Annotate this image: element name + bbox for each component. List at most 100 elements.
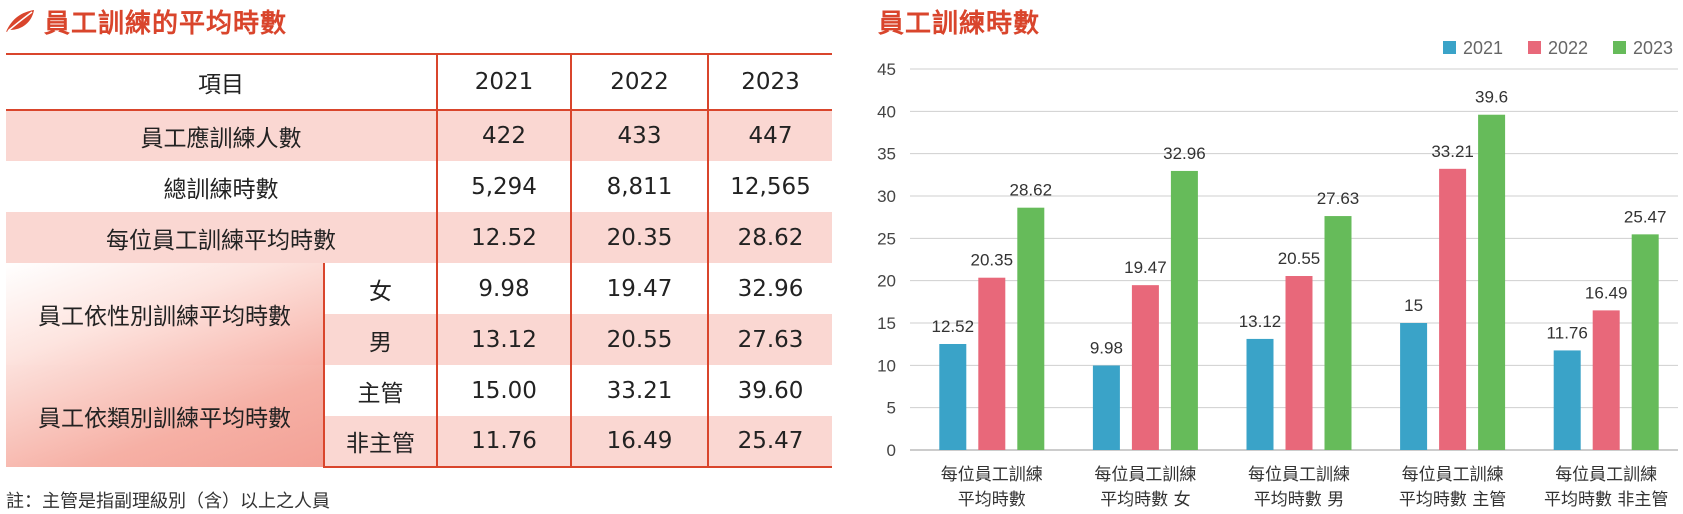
- legend-label: 2023: [1633, 38, 1673, 58]
- legend-swatch: [1613, 41, 1626, 54]
- x-tick-label: 每位員工訓練: [1555, 465, 1657, 485]
- cell-value: 32.96: [707, 263, 832, 314]
- row-label: 每位員工訓練平均時數: [6, 212, 437, 263]
- header-2021: 2021: [436, 53, 571, 111]
- data-label: 19.47: [1124, 258, 1167, 277]
- legend-swatch: [1443, 41, 1456, 54]
- bar: [1631, 234, 1659, 450]
- cell-value: 447: [707, 110, 832, 161]
- x-tick-label: 平均時數: [958, 490, 1026, 510]
- bar: [1285, 276, 1313, 450]
- bar: [1553, 350, 1581, 450]
- bar: [1592, 310, 1620, 450]
- cell-value: 12,565: [707, 161, 832, 212]
- cell-value: 13.12: [436, 314, 571, 365]
- cell-value: 15.00: [436, 365, 571, 416]
- x-tick-label: 每位員工訓練: [1248, 465, 1350, 485]
- bar: [1478, 114, 1506, 450]
- table-header-row: 項目 2021 2022 2023: [6, 53, 832, 111]
- bar: [1017, 207, 1045, 450]
- cell-value: 19.47: [570, 263, 708, 314]
- sub-label: 主管: [324, 365, 437, 416]
- data-label: 33.21: [1431, 142, 1474, 161]
- training-stats-table: 項目 2021 2022 2023 員工應訓練人數 422 433 447 總訓…: [6, 53, 832, 468]
- x-tick-label: 每位員工訓練: [1094, 465, 1196, 485]
- cell-value: 12.52: [436, 212, 571, 263]
- x-tick-label: 每位員工訓練: [941, 465, 1043, 485]
- row-label: 員工應訓練人數: [6, 110, 437, 161]
- data-label: 27.63: [1317, 189, 1360, 208]
- sub-label: 非主管: [324, 416, 437, 468]
- table-row: 員工依性別訓練平均時數 女 9.98 19.47 32.96: [6, 263, 832, 365]
- y-tick-label: 0: [887, 441, 896, 460]
- legend-label: 2021: [1463, 38, 1503, 58]
- cell-value: 433: [570, 110, 708, 161]
- table-row: 員工應訓練人數 422 433 447: [6, 110, 832, 161]
- y-tick-label: 5: [887, 399, 896, 418]
- table-row: 男 13.12 20.55 27.63: [6, 314, 832, 365]
- cell-value: 9.98: [436, 263, 571, 314]
- bar: [1324, 216, 1352, 450]
- cell-value: 25.47: [707, 416, 832, 468]
- header-2023: 2023: [707, 53, 832, 111]
- y-tick-label: 20: [877, 272, 896, 291]
- left-section-title: 員工訓練的平均時數: [0, 0, 287, 42]
- bar: [978, 277, 1006, 450]
- x-tick-label: 平均時數 男: [1254, 490, 1344, 510]
- table-row: 員工依類別訓練平均時數 主管 15.00 33.21 39.60: [6, 365, 832, 467]
- data-label: 20.55: [1278, 249, 1321, 268]
- cell-value: 8,811: [570, 161, 708, 212]
- row-label: 總訓練時數: [6, 161, 437, 212]
- table-row: 非主管 11.76 16.49 25.47: [6, 416, 832, 468]
- bar: [1170, 170, 1198, 450]
- bar-chart: 0 5 10 15 20 25 30 35 40 45 12.52 20.35 28.62 每位員工訓練平…: [877, 38, 1678, 510]
- group-label-gender: 員工依性別訓練平均時數: [6, 263, 325, 365]
- cell-value: 11.76: [436, 416, 571, 468]
- data-label: 13.12: [1239, 312, 1282, 331]
- cell-value: 28.62: [707, 212, 832, 263]
- header-2022: 2022: [570, 53, 708, 111]
- sub-label: 女: [324, 263, 437, 314]
- y-tick-label: 15: [877, 314, 896, 333]
- legend-swatch: [1528, 41, 1541, 54]
- table-row: 總訓練時數 5,294 8,811 12,565: [6, 161, 832, 212]
- data-label: 12.52: [932, 317, 975, 336]
- data-label: 11.76: [1547, 323, 1588, 342]
- sub-label: 男: [324, 314, 437, 365]
- data-label: 15: [1404, 296, 1423, 315]
- bar: [1400, 323, 1428, 450]
- data-label: 25.47: [1624, 207, 1667, 226]
- y-tick-label: 45: [877, 60, 896, 79]
- data-label: 39.6: [1475, 88, 1508, 107]
- bar: [1246, 338, 1274, 450]
- bar: [1131, 285, 1159, 450]
- x-tick-label: 平均時數 非主管: [1544, 490, 1668, 510]
- legend-label: 2022: [1548, 38, 1588, 58]
- cell-value: 20.55: [570, 314, 708, 365]
- cell-value: 20.35: [570, 212, 708, 263]
- data-label: 16.49: [1585, 283, 1628, 302]
- x-tick-label: 平均時數 主管: [1399, 490, 1506, 510]
- cell-value: 5,294: [436, 161, 571, 212]
- header-item: 項目: [6, 53, 437, 111]
- y-tick-label: 30: [877, 187, 896, 206]
- x-tick-label: 平均時數 女: [1100, 490, 1190, 510]
- x-tick-label: 每位員工訓練: [1402, 465, 1504, 485]
- bar: [939, 343, 967, 450]
- chart-title: 員工訓練時數: [878, 9, 1041, 39]
- bar: [1092, 365, 1120, 450]
- data-label: 20.35: [971, 251, 1014, 270]
- y-tick-label: 35: [877, 145, 896, 164]
- cell-value: 422: [436, 110, 571, 161]
- group-label-category: 員工依類別訓練平均時數: [6, 365, 325, 467]
- y-tick-label: 25: [877, 229, 896, 248]
- leaf-icon: [6, 10, 34, 32]
- cell-value: 27.63: [707, 314, 832, 365]
- footnote: 註：主管是指副理級別（含）以上之人員: [6, 491, 330, 512]
- cell-value: 16.49: [570, 416, 708, 468]
- bar: [1439, 168, 1467, 450]
- y-tick-label: 10: [877, 356, 896, 375]
- cell-value: 39.60: [707, 365, 832, 416]
- left-title-text: 員工訓練的平均時數: [44, 8, 288, 39]
- data-label: 32.96: [1163, 144, 1206, 163]
